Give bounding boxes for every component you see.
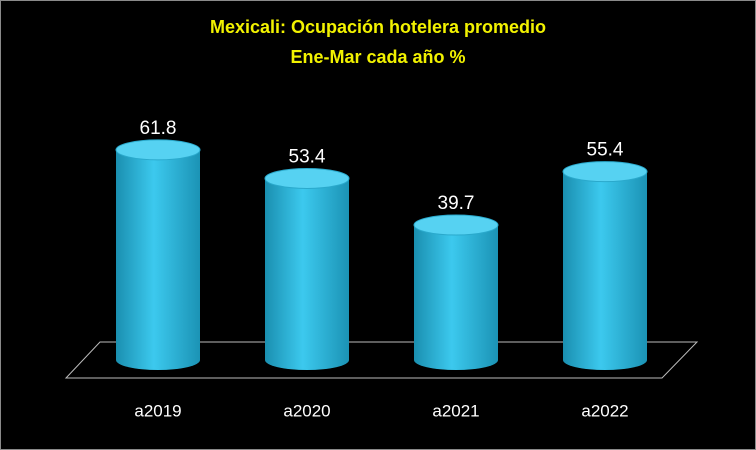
x-tick-label: a2021 bbox=[432, 401, 479, 420]
x-tick-label: a2022 bbox=[581, 401, 628, 420]
chart-subtitle: Ene-Mar cada año % bbox=[290, 47, 465, 67]
chart-title: Mexicali: Ocupación hotelera promedio bbox=[210, 17, 546, 37]
bar bbox=[116, 149, 200, 370]
value-label: 55.4 bbox=[587, 140, 624, 161]
x-tick-label: a2020 bbox=[283, 401, 330, 420]
value-label: 39.7 bbox=[438, 193, 475, 214]
bar bbox=[414, 225, 498, 370]
bar bbox=[563, 171, 647, 370]
floor bbox=[64, 341, 699, 379]
bar-top bbox=[264, 167, 350, 189]
bar-top bbox=[562, 161, 648, 183]
x-tick-label: a2019 bbox=[134, 401, 181, 420]
value-label: 61.8 bbox=[140, 118, 177, 139]
bar-top bbox=[115, 139, 201, 161]
value-label: 53.4 bbox=[289, 146, 326, 167]
bar bbox=[265, 178, 349, 370]
bar-top bbox=[413, 214, 499, 236]
